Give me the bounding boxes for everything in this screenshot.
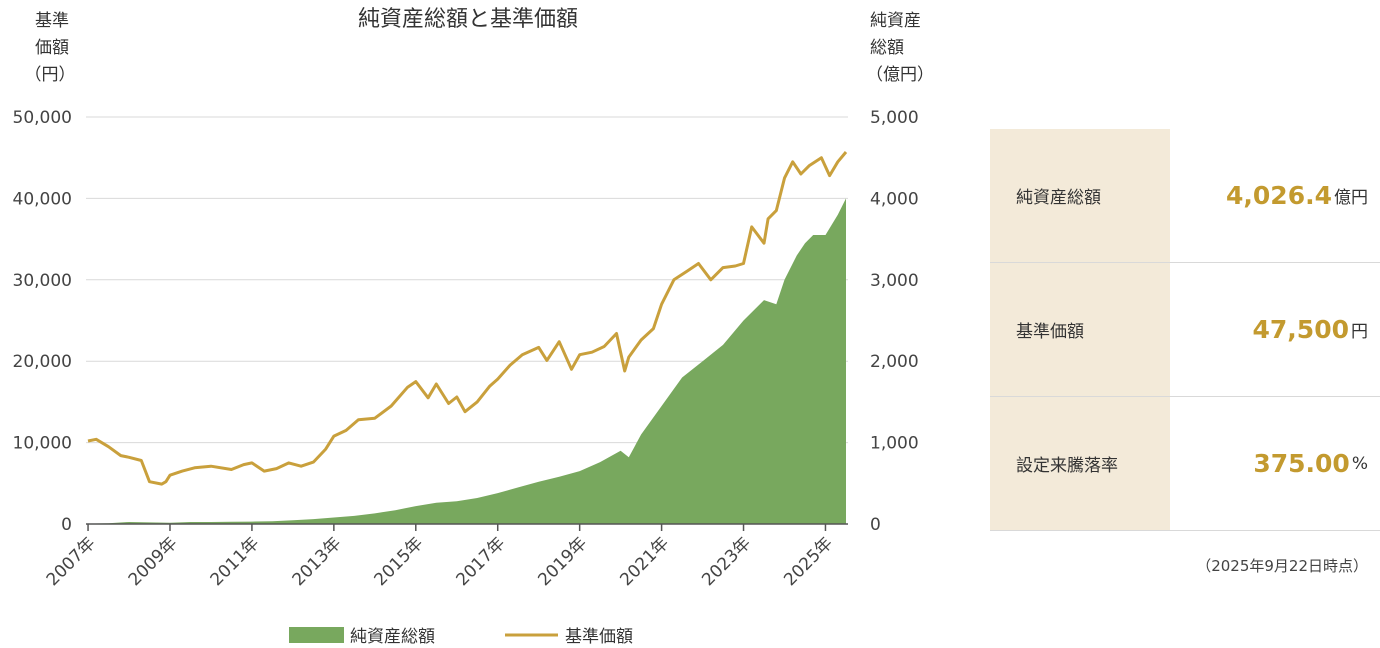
summary-value: 47,500 — [1252, 315, 1349, 344]
summary-unit: 億円 — [1334, 188, 1368, 208]
series-line-base-price — [87, 151, 848, 486]
right-tick-label: 4,000 — [870, 189, 919, 209]
right-axis-label-1: 純資産 — [870, 11, 921, 31]
summary-value-cell: 47,500 円 — [1170, 263, 1380, 396]
summary-unit: % — [1351, 453, 1368, 474]
chart-svg: 純資産総額と基準価額 基準 価額 （円） 純資産 総額 （億円） 50,000 4… — [13, 7, 934, 647]
x-tick-label: 2009年 — [125, 533, 182, 590]
x-tick-label: 2017年 — [453, 533, 510, 590]
left-tick-label: 40,000 — [13, 189, 72, 209]
left-tick-label: 10,000 — [13, 434, 72, 454]
summary-label: 純資産総額 — [990, 129, 1170, 262]
right-tick-label: 5,000 — [870, 108, 919, 128]
right-tick-label: 3,000 — [870, 271, 919, 291]
left-tick-label: 50,000 — [13, 108, 72, 128]
right-tick-label: 0 — [870, 515, 881, 535]
summary-value-cell: 375.00 % — [1170, 397, 1380, 530]
summary-value: 375.00 — [1253, 449, 1350, 478]
right-axis-ticks: 5,000 4,000 3,000 2,000 1,000 0 — [870, 108, 919, 535]
x-tick-label: 2013年 — [289, 533, 346, 590]
legend-swatch-net-assets — [289, 627, 344, 643]
summary-row-net-assets: 純資産総額 4,026.4 億円 — [990, 129, 1380, 263]
summary-value-cell: 4,026.4 億円 — [1170, 129, 1380, 262]
x-tick-label: 2023年 — [698, 533, 755, 590]
legend-label-net-assets: 純資産総額 — [350, 627, 435, 647]
left-tick-label: 30,000 — [13, 271, 72, 291]
x-tick-label: 2021年 — [616, 533, 673, 590]
legend-label-base-price: 基準価額 — [565, 627, 633, 647]
summary-unit: 円 — [1351, 322, 1368, 342]
x-tick-label: 2015年 — [371, 533, 428, 590]
summary-row-return: 設定来騰落率 375.00 % — [990, 397, 1380, 531]
right-tick-label: 1,000 — [870, 434, 919, 454]
summary-value: 4,026.4 — [1226, 181, 1332, 210]
summary-table: 純資産総額 4,026.4 億円 基準価額 47,500 円 設定来騰落率 37… — [990, 129, 1380, 531]
chart-title: 純資産総額と基準価額 — [358, 7, 578, 32]
left-axis-label-3: （円） — [25, 65, 76, 85]
x-axis-ticks: 2007年 2009年 2011年 2013年 2015年 2017年 2019年 2021年… — [43, 524, 837, 590]
right-axis-label-3: （億円） — [866, 65, 934, 85]
summary-label: 基準価額 — [990, 263, 1170, 396]
x-tick-label: 2025年 — [780, 533, 837, 590]
left-tick-label: 20,000 — [13, 352, 72, 372]
left-axis-label-1: 基準 — [35, 11, 69, 31]
left-axis-label-2: 価額 — [35, 38, 69, 58]
left-axis-ticks: 50,000 40,000 30,000 20,000 10,000 0 — [13, 108, 72, 535]
right-tick-label: 2,000 — [870, 352, 919, 372]
x-tick-label: 2011年 — [207, 533, 264, 590]
summary-row-base-price: 基準価額 47,500 円 — [990, 263, 1380, 397]
x-tick-label: 2019年 — [534, 533, 591, 590]
left-tick-label: 0 — [61, 515, 72, 535]
right-axis-label-2: 総額 — [870, 38, 904, 58]
as-of-date: （2025年9月22日時点） — [1196, 557, 1368, 575]
series-area-net-assets — [88, 198, 846, 524]
x-tick-label: 2007年 — [43, 533, 100, 590]
summary-label: 設定来騰落率 — [990, 397, 1170, 530]
